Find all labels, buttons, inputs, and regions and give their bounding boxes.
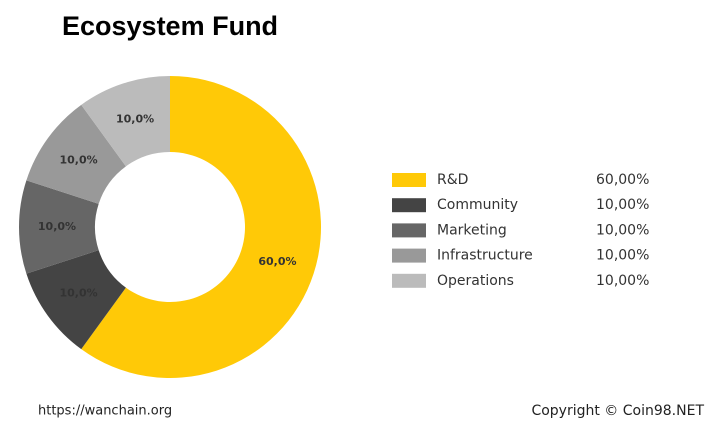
slice	[18, 180, 99, 274]
legend-value: 10,00%	[596, 248, 649, 264]
legend-label: Marketing	[437, 222, 507, 238]
slice-label: 10,0%	[59, 154, 97, 167]
slice-label: 10,0%	[59, 286, 97, 299]
legend-label: R&D	[437, 172, 468, 188]
legend-swatch	[392, 223, 426, 238]
legend-value: 60,00%	[596, 172, 649, 188]
source: https://wanchain.org	[38, 404, 172, 419]
slice	[81, 76, 170, 167]
legend-label: Community	[437, 197, 518, 213]
legend-label: Operations	[437, 273, 514, 289]
credit: Copyright © Coin98.NET	[531, 403, 704, 419]
slice-label: 10,0%	[116, 113, 154, 126]
slice-label: 60,0%	[258, 255, 296, 268]
legend-swatch	[392, 198, 426, 213]
legend-value: 10,00%	[596, 273, 649, 289]
slice	[81, 76, 322, 379]
legend-swatch	[392, 248, 426, 263]
legend-label: Infrastructure	[437, 248, 533, 264]
legend-value: 10,00%	[596, 222, 649, 238]
slice	[26, 104, 126, 204]
chart-title: Ecosystem Fund	[62, 11, 278, 41]
legend-value: 10,00%	[596, 197, 649, 213]
slice-label: 10,0%	[38, 220, 76, 233]
legend-swatch	[392, 273, 426, 288]
slice	[26, 250, 126, 350]
legend-swatch	[392, 173, 426, 187]
